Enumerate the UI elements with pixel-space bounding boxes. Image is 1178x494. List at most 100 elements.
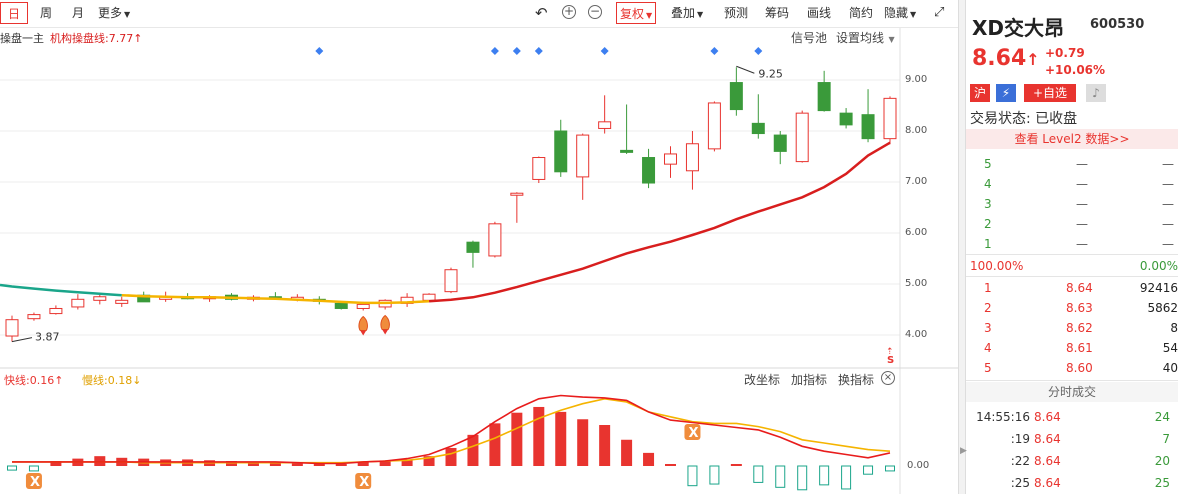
candle-body[interactable] — [422, 293, 436, 301]
candle-body[interactable] — [71, 298, 85, 308]
switch-indicator-button[interactable]: 换指标 — [838, 373, 875, 387]
candle-body[interactable] — [488, 223, 502, 257]
overlay-dropdown[interactable]: 叠加 ▼ — [671, 2, 703, 24]
candle-body[interactable] — [49, 307, 63, 315]
candle-body[interactable] — [729, 82, 743, 111]
signal-diamond-icon[interactable] — [315, 47, 324, 55]
candle-body[interactable] — [598, 121, 612, 129]
cross-signal-icon[interactable] — [684, 424, 701, 440]
candle-body[interactable] — [664, 153, 677, 165]
cross-signal-label: X — [688, 426, 698, 441]
panel-divider[interactable]: ▶ — [958, 0, 967, 494]
bid-level: 5 — [984, 361, 992, 375]
candle-body[interactable] — [642, 157, 656, 184]
high-price-label: 9.25 — [758, 67, 783, 80]
macd-slow-label: 慢线:0.18↓ — [82, 374, 142, 387]
macd-bar — [423, 456, 435, 466]
ask-row: 3 — — — [966, 194, 1178, 214]
more-dropdown[interactable]: 更多 ▼ — [98, 2, 130, 24]
candle-body[interactable] — [27, 314, 41, 320]
cross-signal-icon[interactable] — [25, 473, 42, 489]
bid-price: 8.61 — [1066, 341, 1093, 355]
candle-body[interactable] — [466, 241, 480, 253]
rocket-icon[interactable] — [358, 315, 368, 332]
candle-body[interactable] — [444, 269, 458, 293]
macd-bar — [467, 434, 479, 466]
candle-body[interactable] — [861, 114, 875, 140]
macd-bar — [819, 465, 830, 486]
fullscreen-icon[interactable]: ⤢ — [934, 5, 945, 20]
signal-diamond-icon[interactable] — [754, 47, 763, 55]
level2-link[interactable]: 查看 Level2 数据>> — [966, 129, 1178, 149]
set-ma-dropdown[interactable]: 设置均线 ▼ — [836, 29, 895, 46]
macd-bar — [28, 465, 39, 472]
candle-body[interactable] — [620, 149, 634, 153]
macd-bar — [247, 461, 259, 466]
close-icon[interactable]: × — [881, 371, 895, 385]
lightning-icon[interactable]: ⚡ — [996, 84, 1016, 102]
candle-body[interactable] — [554, 130, 568, 173]
high-pointer — [736, 65, 755, 74]
candle-body[interactable] — [773, 134, 787, 152]
candle-body[interactable] — [532, 157, 546, 180]
candle-body[interactable] — [685, 143, 699, 172]
change-coord-button[interactable]: 改坐标 — [744, 373, 781, 387]
signal-diamond-icon[interactable] — [512, 47, 521, 55]
undo-icon[interactable]: ↶ — [535, 4, 548, 22]
macd-bar — [621, 439, 633, 466]
candle-body[interactable] — [707, 102, 721, 150]
candle-body[interactable] — [93, 296, 107, 301]
rocket-flame-icon — [382, 329, 389, 335]
tab-day[interactable]: 日 — [0, 2, 28, 24]
candle-body[interactable] — [510, 192, 524, 196]
candle-body[interactable] — [751, 122, 765, 135]
candle-body[interactable] — [817, 82, 831, 112]
tab-week[interactable]: 周 — [39, 6, 52, 20]
macd-bar — [269, 462, 281, 466]
kline-chart[interactable]: X X X ⇡ 9.25 3.87 S — [0, 0, 958, 494]
zoom-out-icon[interactable]: − — [588, 4, 602, 19]
chips-button[interactable]: 筹码 — [765, 6, 790, 20]
macd-bar — [335, 464, 347, 466]
signal-pool-button[interactable]: 信号池 — [791, 31, 828, 45]
ask-level: 1 — [984, 237, 992, 251]
macd-bar — [489, 423, 501, 466]
candle-body[interactable] — [5, 319, 19, 337]
collapse-icon[interactable]: ▶ — [960, 446, 967, 456]
signal-diamond-icon[interactable] — [534, 47, 543, 55]
fuquan-dropdown[interactable]: 复权 ▼ — [616, 2, 657, 24]
hide-dropdown[interactable]: 隐藏 ▼ — [884, 2, 916, 24]
candle-body[interactable] — [115, 299, 129, 304]
candle-body[interactable] — [576, 134, 590, 178]
cross-signal-label: X — [30, 475, 40, 490]
candle-body[interactable] — [839, 112, 853, 126]
y-tick-7: 7.00 — [905, 176, 928, 187]
tab-month[interactable]: 月 — [71, 6, 84, 20]
macd-bar — [709, 465, 720, 485]
cross-signal-icon[interactable] — [355, 473, 372, 489]
trade-price: 8.64 — [1034, 454, 1061, 468]
rocket-icon[interactable] — [380, 314, 390, 330]
simple-button[interactable]: 简约 — [849, 6, 874, 20]
candle-body[interactable] — [356, 303, 370, 309]
macd-fast-line — [12, 394, 891, 465]
signal-diamond-icon[interactable] — [600, 47, 609, 55]
overlay-label: 叠加 — [671, 6, 696, 20]
zoom-in-icon[interactable]: + — [562, 4, 576, 19]
candle-body[interactable] — [334, 302, 348, 309]
signal-diamond-icon[interactable] — [710, 47, 719, 55]
signal-diamond-icon[interactable] — [490, 47, 499, 55]
add-indicator-button[interactable]: 加指标 — [791, 373, 828, 387]
ask-level: 3 — [984, 197, 992, 211]
forecast-button[interactable]: 预测 — [724, 6, 749, 20]
draw-line-button[interactable]: 画线 — [807, 6, 832, 20]
y-tick-9: 9.00 — [905, 74, 928, 85]
ask-volume: — — [1162, 157, 1174, 171]
bell-icon[interactable]: ♪ — [1086, 84, 1106, 102]
legend-main: 操盘一主 — [0, 32, 44, 45]
add-watchlist-button[interactable]: +自选 — [1024, 84, 1076, 102]
macd-bar — [533, 406, 545, 466]
ask-level: 4 — [984, 177, 992, 191]
candle-body[interactable] — [883, 97, 897, 140]
candle-body[interactable] — [795, 112, 809, 163]
